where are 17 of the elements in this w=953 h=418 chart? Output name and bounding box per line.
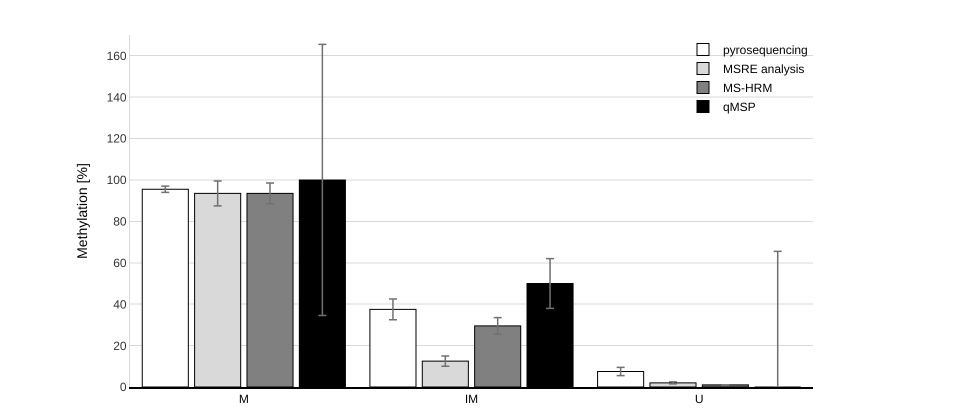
- y-tick-label: 80: [113, 214, 127, 229]
- y-tick-label: 40: [113, 297, 127, 312]
- legend-label: pyrosequencing: [723, 43, 808, 58]
- y-tick-label: 160: [106, 48, 127, 63]
- legend-label: MS-HRM: [723, 81, 772, 96]
- y-tick-label: 100: [106, 173, 127, 188]
- y-axis-title: Methylation [%]: [74, 163, 90, 259]
- y-tick-label: 140: [106, 90, 127, 104]
- y-tick-label: 0: [120, 380, 127, 394]
- x-tick-label: M: [238, 392, 249, 406]
- legend-label: qMSP: [723, 100, 756, 114]
- y-tick-label: 60: [113, 256, 127, 270]
- y-tick-label: 120: [106, 132, 127, 146]
- y-tick-label: 20: [113, 338, 127, 353]
- x-tick-label: IM: [464, 392, 478, 406]
- legend-label: MSRE analysis: [723, 62, 804, 76]
- x-tick-label: U: [694, 392, 704, 406]
